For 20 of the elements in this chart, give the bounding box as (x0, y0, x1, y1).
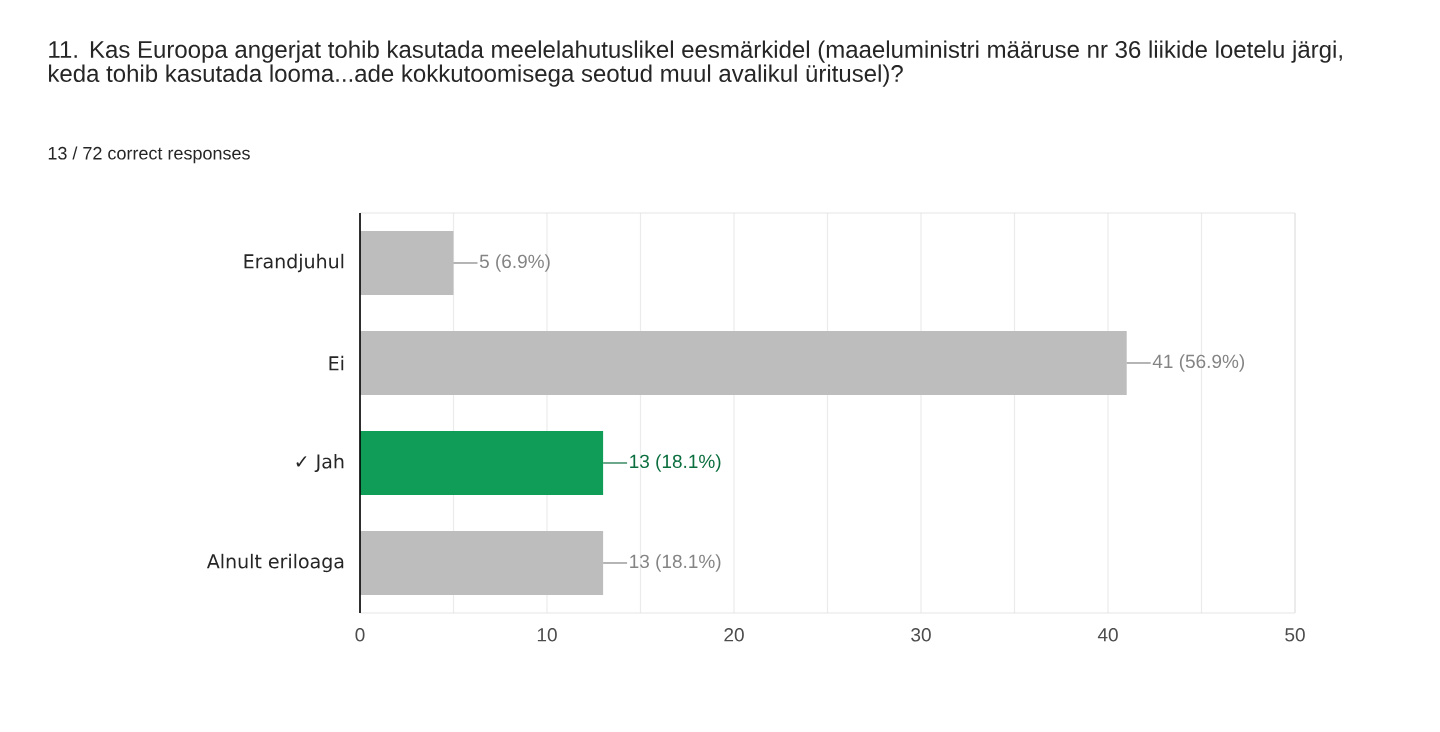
x-tick-label: 0 (355, 628, 365, 642)
bar (360, 530, 604, 595)
data-label: 13 (18.1%) (630, 454, 721, 472)
x-tick-label: 50 (1285, 628, 1305, 642)
data-label: 5 (6.9%) (479, 254, 550, 272)
bar (360, 330, 1127, 395)
y-tick-label: Erandjuhul (244, 253, 344, 273)
x-tick-label: 10 (537, 628, 557, 642)
chart-title: 11. Kas Euroopa angerjat tohib kasutada meelelahutuslikel eesmärkidel (maaeluministri määruse nr 36 liikide loetelu järgi, keda tohib kasutada looma...ade kokkutoomisega seotud muul avalikul üritusel)? (49, 40, 1342, 87)
y-tick-label: Alnult eriloaga (206, 553, 344, 573)
text: 13 / 72 correct responses (48, 146, 250, 164)
data-label: 41 (56.9%) (1152, 354, 1245, 372)
data-label: 13 (18.1%) (630, 554, 721, 572)
bar (360, 230, 454, 295)
y-tick-label: Ei (329, 355, 344, 371)
bar (360, 430, 604, 495)
x-tick-label: 40 (1097, 628, 1118, 642)
y-tick-label: ✓ Jah (296, 453, 344, 473)
x-tick-label: 30 (911, 628, 931, 642)
x-tick-label: 20 (724, 628, 744, 642)
